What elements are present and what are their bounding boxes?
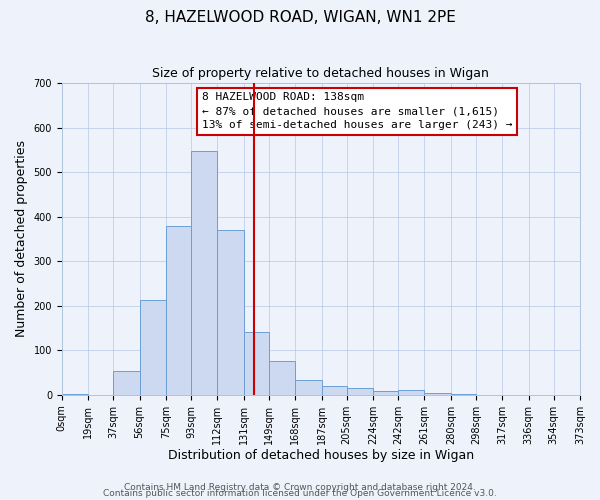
Bar xyxy=(398,390,424,395)
Text: 8 HAZELWOOD ROAD: 138sqm
← 87% of detached houses are smaller (1,615)
13% of sem: 8 HAZELWOOD ROAD: 138sqm ← 87% of detach… xyxy=(202,92,512,130)
Bar xyxy=(347,388,373,395)
Bar xyxy=(62,394,88,395)
Bar xyxy=(113,371,140,395)
X-axis label: Distribution of detached houses by size in Wigan: Distribution of detached houses by size … xyxy=(168,450,474,462)
Bar xyxy=(451,394,476,395)
Bar xyxy=(244,332,269,395)
Bar xyxy=(217,230,244,395)
Bar xyxy=(140,300,166,395)
Title: Size of property relative to detached houses in Wigan: Size of property relative to detached ho… xyxy=(152,68,490,80)
Text: Contains public sector information licensed under the Open Government Licence v3: Contains public sector information licen… xyxy=(103,490,497,498)
Bar xyxy=(373,392,398,395)
Bar xyxy=(191,151,217,395)
Text: 8, HAZELWOOD ROAD, WIGAN, WN1 2PE: 8, HAZELWOOD ROAD, WIGAN, WN1 2PE xyxy=(145,10,455,25)
Bar xyxy=(295,380,322,395)
Bar xyxy=(322,386,347,395)
Bar xyxy=(424,392,451,395)
Bar xyxy=(166,226,191,395)
Y-axis label: Number of detached properties: Number of detached properties xyxy=(15,140,28,338)
Bar xyxy=(269,362,295,395)
Text: Contains HM Land Registry data © Crown copyright and database right 2024.: Contains HM Land Registry data © Crown c… xyxy=(124,484,476,492)
